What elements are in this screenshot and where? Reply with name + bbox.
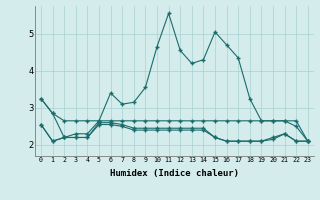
- X-axis label: Humidex (Indice chaleur): Humidex (Indice chaleur): [110, 169, 239, 178]
